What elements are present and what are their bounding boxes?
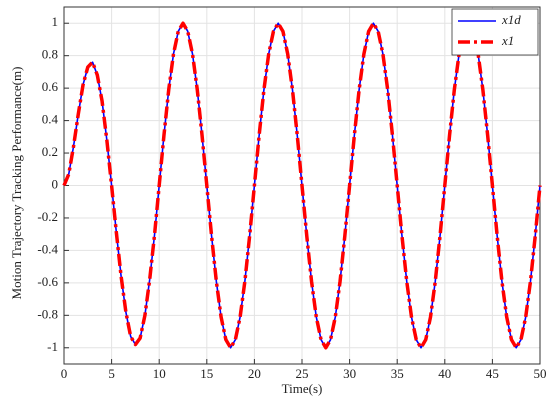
- x-tick-label: 20: [248, 366, 261, 381]
- y-tick-label: 1: [52, 14, 59, 29]
- legend-label: x1: [501, 33, 514, 48]
- legend-box: [451, 8, 539, 56]
- y-tick-label: -1: [47, 339, 58, 354]
- x-tick-label: 10: [153, 366, 166, 381]
- y-tick-label: -0.4: [37, 241, 58, 256]
- x-tick-label: 40: [438, 366, 451, 381]
- x-tick-label: 35: [391, 366, 404, 381]
- x-tick-label: 50: [534, 366, 547, 381]
- y-tick-label: -0.2: [37, 209, 58, 224]
- x-tick-label: 45: [486, 366, 499, 381]
- y-tick-label: 0.8: [42, 47, 58, 62]
- x-axis-label: Time(s): [282, 381, 323, 396]
- y-tick-label: 0.6: [42, 79, 59, 94]
- x-tick-label: 30: [343, 366, 356, 381]
- x-tick-label: 25: [296, 366, 309, 381]
- x-tick-label: 15: [200, 366, 213, 381]
- y-tick-label: -0.6: [37, 274, 58, 289]
- y-tick-label: 0.4: [42, 112, 59, 127]
- y-tick-label: 0: [52, 176, 59, 191]
- y-tick-label: 0.2: [42, 144, 58, 159]
- legend-label: x1d: [501, 12, 521, 27]
- x-tick-label: 5: [108, 366, 115, 381]
- x-tick-label: 0: [61, 366, 68, 381]
- y-tick-label: -0.8: [37, 306, 58, 321]
- y-axis-label: Motion Trajectory Tracking Performance(m…: [9, 67, 24, 300]
